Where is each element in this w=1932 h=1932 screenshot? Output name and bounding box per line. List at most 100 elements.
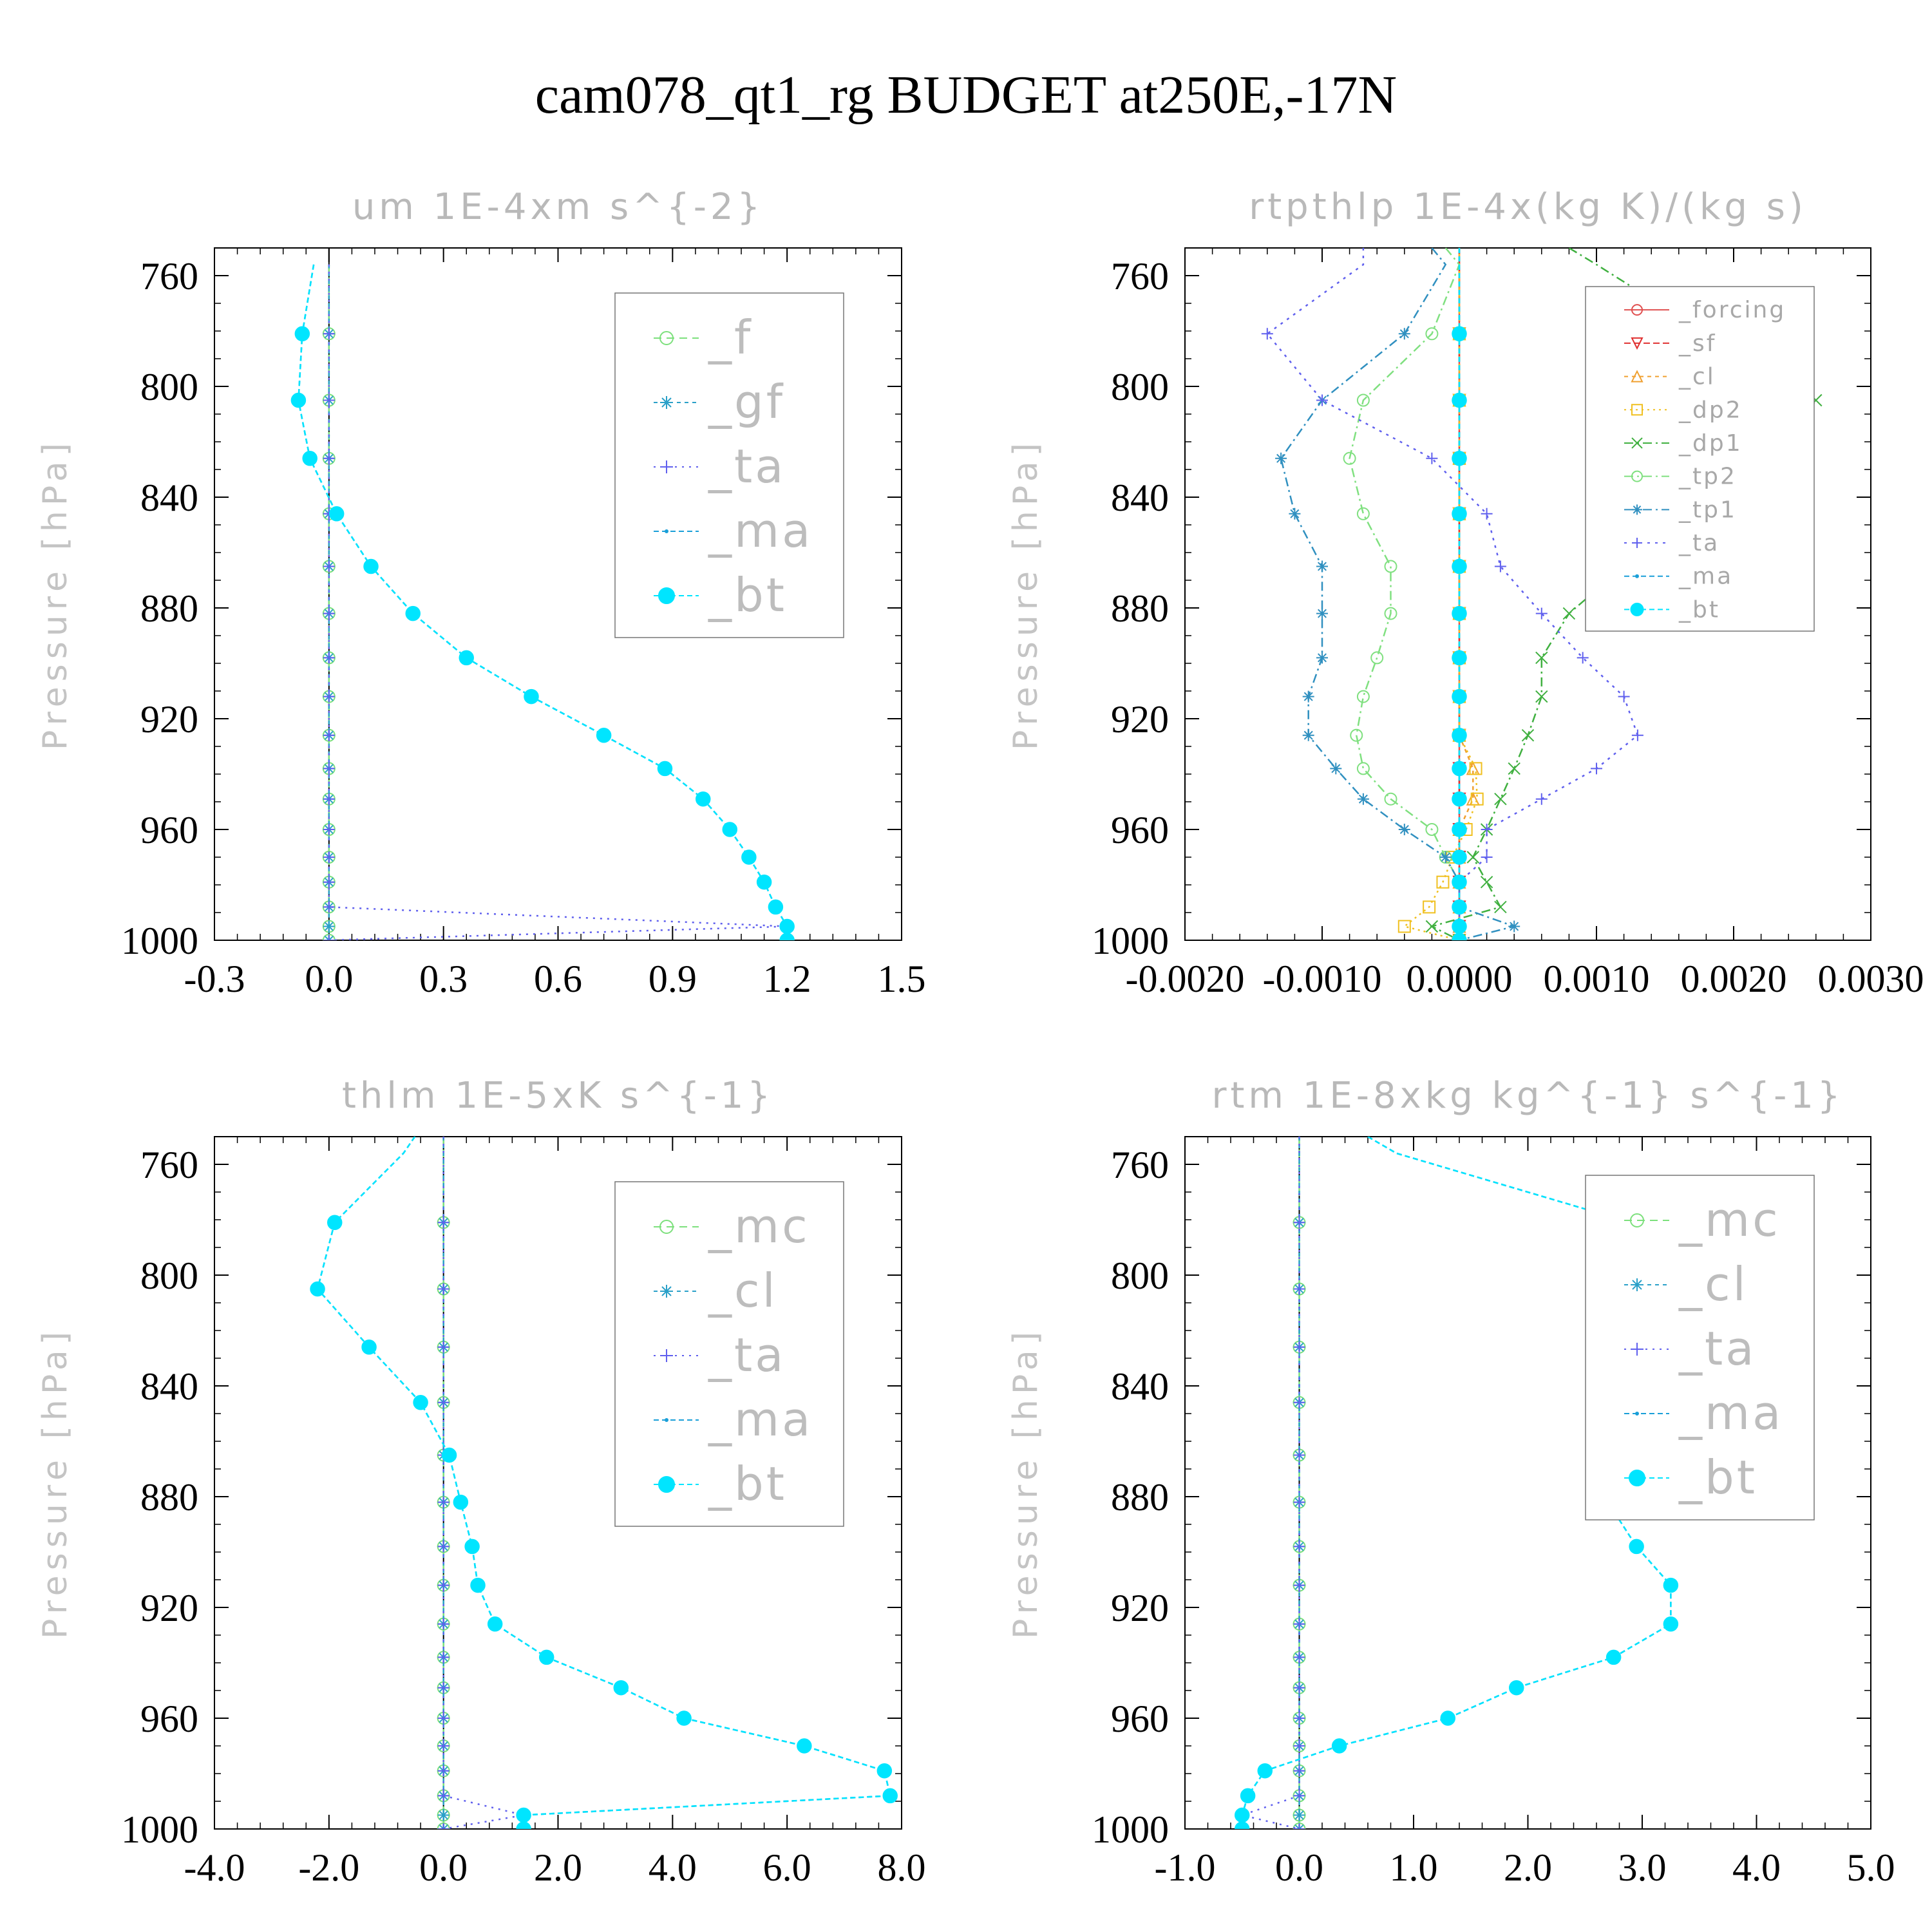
series-point-ta (323, 394, 335, 406)
legend-label: _f (708, 310, 753, 365)
series-point-dp2 (1436, 875, 1450, 889)
series-point-bt (1240, 1788, 1256, 1804)
legend-label: _bt (1678, 1450, 1757, 1504)
series-point-gf (323, 920, 335, 933)
series-point-ta (1293, 1651, 1305, 1663)
series-point-bt (1452, 558, 1467, 574)
legend-label: _mc (708, 1199, 810, 1253)
series-point-ta (1293, 1579, 1305, 1591)
legend-box (614, 1181, 844, 1527)
series-point-tp1 (1316, 560, 1328, 573)
panel-title: thlm 1E-5xK s^{-1} (342, 1075, 774, 1117)
y-tick-label: 760 (1111, 1144, 1169, 1186)
y-axis-label: Pressure [hPa] (1007, 438, 1045, 750)
legend-marker (1635, 574, 1639, 578)
series-line-bt (298, 264, 788, 940)
panel-1: um 1E-4xm s^{-2} -0.3 0.0 0.3 0.6 0.9 1.2 1.5 76… (36, 186, 926, 1000)
y-tick-label: 960 (140, 809, 198, 851)
y-tick-label: 920 (1111, 698, 1169, 741)
series-point-ta (437, 1712, 450, 1724)
series-point-tp2 (1343, 451, 1356, 465)
legend-label: _ta (708, 1328, 786, 1382)
series-point-ta (437, 1681, 450, 1694)
legend-label: _ta (1678, 1321, 1756, 1376)
legend-label: _dp1 (1678, 430, 1743, 457)
legend-label: _cl (1678, 1257, 1748, 1311)
series-point-bt (516, 1821, 531, 1829)
series-line-ta (1239, 1137, 1300, 1829)
legend-label: _gf (708, 375, 785, 429)
legend-marker (660, 460, 673, 473)
series-point-ta (1293, 1712, 1305, 1724)
legend-marker (665, 529, 668, 533)
series-point-ta (1261, 328, 1273, 340)
series-point-tp1 (1508, 920, 1520, 933)
series-point-bt (413, 1395, 428, 1410)
series-point-bt (882, 1788, 898, 1804)
series-point-bt (1452, 933, 1467, 940)
x-tick-label: 0.0 (1275, 1846, 1323, 1889)
x-tick-label: 0.0010 (1544, 958, 1650, 1000)
series-point-bt (302, 451, 317, 466)
series-point-tp1 (1275, 452, 1287, 464)
x-tick-label: 0.0 (419, 1846, 468, 1889)
series-point-bt (327, 1215, 343, 1231)
series-point-bt (1440, 1710, 1455, 1726)
series-point-bt (328, 506, 345, 522)
series-point-tp1 (1398, 328, 1410, 340)
legend-label: _ma (708, 504, 813, 558)
x-tick-label: 0.0020 (1681, 958, 1787, 1000)
series-point-tp1 (1302, 690, 1314, 703)
series-point-ta (437, 1790, 450, 1802)
series-point-bt (310, 1281, 325, 1297)
legend-marker (660, 1285, 673, 1298)
series-point-bt (1629, 1539, 1644, 1555)
series-point-ta (1293, 1681, 1305, 1694)
legend: _mc _cl _ta _ma _bt (614, 1181, 844, 1527)
y-tick-label: 1000 (121, 920, 198, 962)
series-point-bt (1452, 761, 1467, 777)
series-point-bt (1452, 728, 1467, 743)
series-point-dp1 (1562, 607, 1576, 620)
legend-label: _ta (1678, 530, 1719, 556)
series-point-ta (1293, 1618, 1305, 1630)
legend-label: _ta (708, 439, 786, 493)
y-tick-label: 800 (140, 366, 198, 408)
legend: _forcing _sf _cl _dp2 _dp1 _tp2 _tp1 _ta _ma _bt (1585, 286, 1815, 632)
series-point-ta (1618, 690, 1630, 703)
series-point-ta (1591, 762, 1602, 775)
series-point-bt (1452, 326, 1467, 342)
x-tick-label: -0.0010 (1263, 958, 1382, 1000)
legend-marker (658, 1476, 675, 1493)
legend-label: _ma (708, 1392, 813, 1446)
legend: _mc _cl _ta _ma _bt (1585, 1175, 1815, 1520)
legend-marker (659, 331, 674, 345)
x-tick-label: 0.9 (649, 958, 697, 1000)
series-point-ta (323, 690, 335, 703)
series-point-tp2 (1425, 823, 1439, 836)
series-point-bt (1452, 392, 1467, 408)
series-point-tp2 (1384, 792, 1397, 806)
series-point-tp1 (1289, 507, 1301, 520)
legend-label: _forcing (1678, 297, 1786, 323)
series-line-tp1 (1280, 248, 1517, 940)
legend: _f _gf _ta _ma _bt (614, 292, 844, 638)
panel-2: rtpthlp 1E-4x(kg K)/(kg s) -0.0020 -0.0010… (1007, 186, 1924, 1000)
series-point-bt (1663, 1616, 1679, 1632)
series-point-bt (487, 1616, 503, 1632)
series-point-bt (1452, 874, 1467, 890)
y-axis-label: Pressure [hPa] (1007, 1327, 1045, 1639)
panel-title: rtpthlp 1E-4x(kg K)/(kg s) (1249, 186, 1807, 228)
series-point-bt (405, 605, 421, 621)
y-tick-label: 880 (1111, 587, 1169, 630)
legend-label: _cl (708, 1264, 778, 1318)
series-point-tp2 (1350, 728, 1363, 742)
series-point-dp2 (1397, 920, 1411, 933)
legend-marker (1635, 1412, 1639, 1416)
x-tick-label: 0.3 (419, 958, 468, 1000)
legend-marker (1631, 437, 1643, 449)
x-tick-label: 0.6 (534, 958, 582, 1000)
x-tick-label: 6.0 (763, 1846, 811, 1889)
series-point-bt (779, 933, 795, 940)
